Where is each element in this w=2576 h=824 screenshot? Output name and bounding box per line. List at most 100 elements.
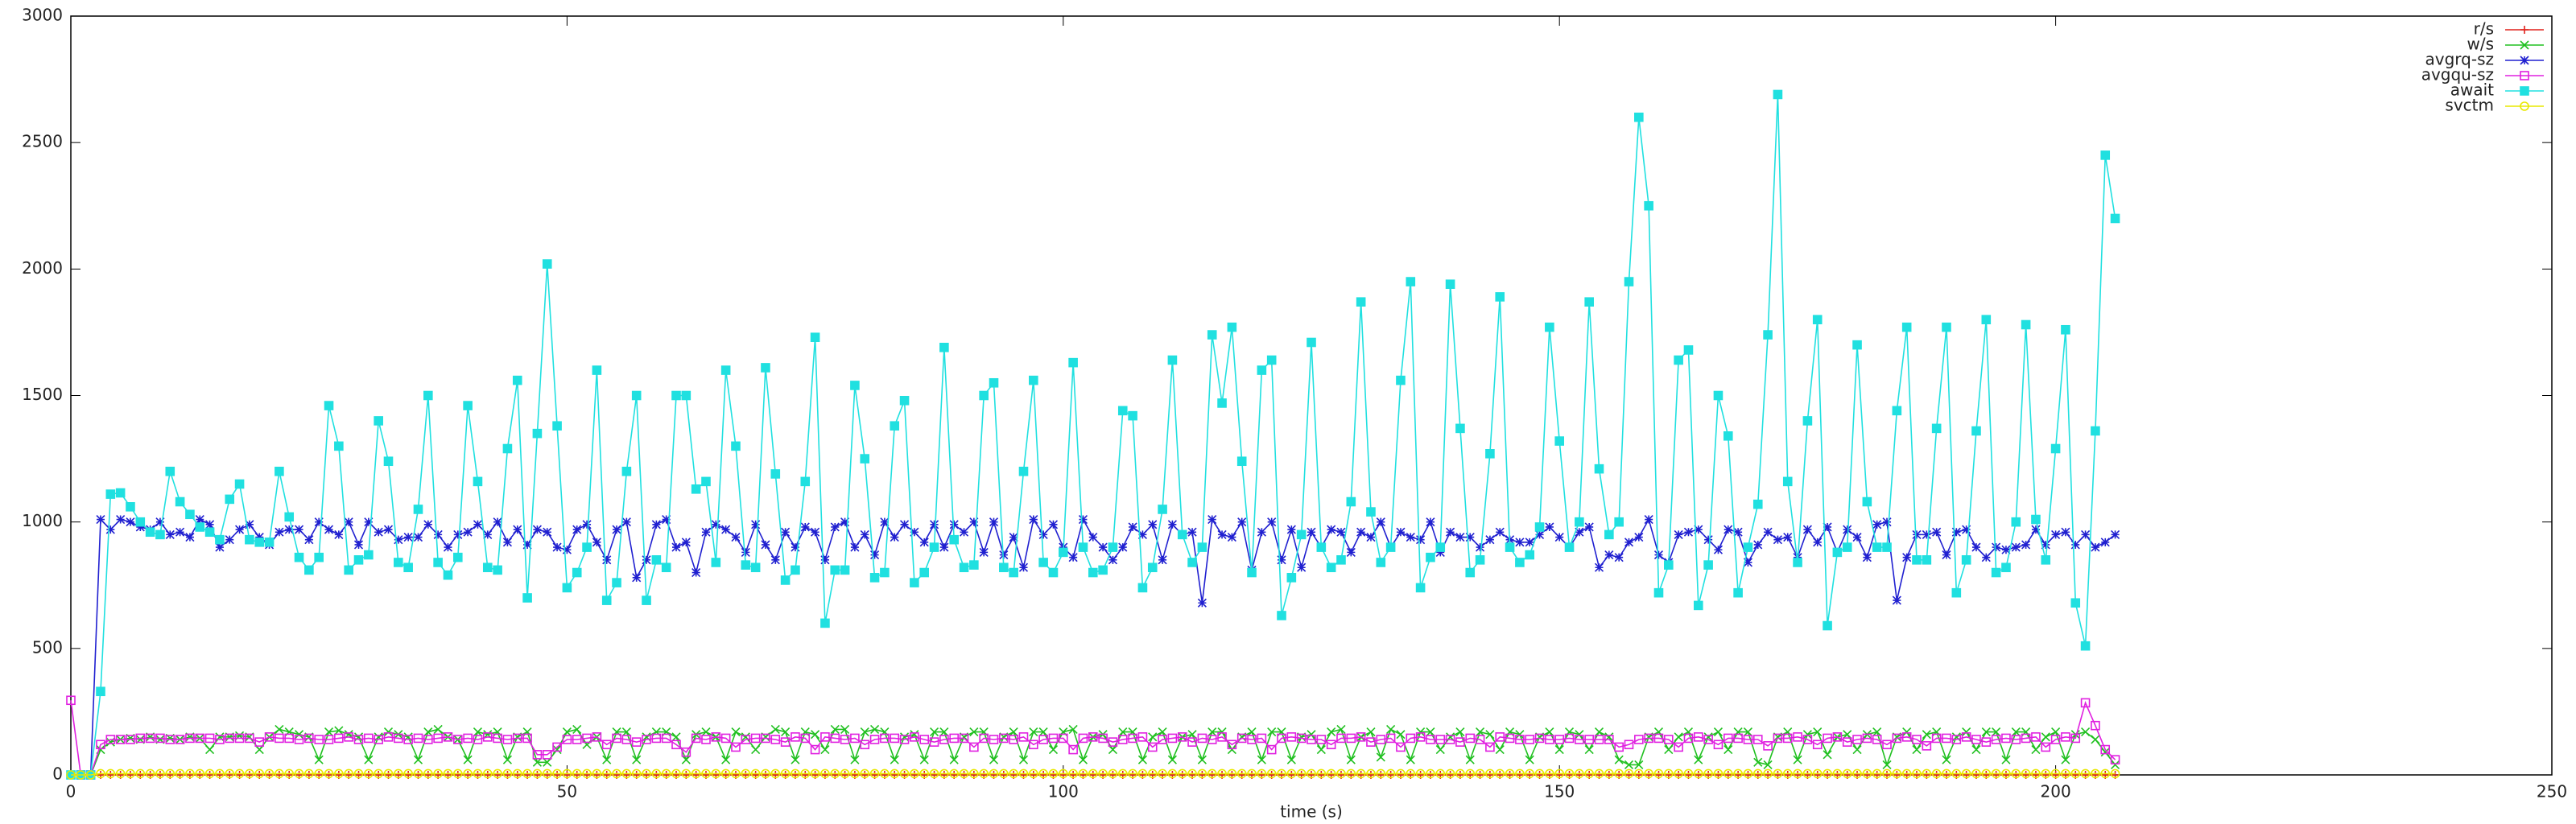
data-point bbox=[2031, 768, 2041, 779]
data-point bbox=[1653, 550, 1664, 560]
data-point bbox=[1634, 532, 1644, 542]
data-point bbox=[850, 755, 860, 764]
data-point bbox=[1614, 517, 1624, 527]
data-point bbox=[502, 735, 513, 744]
data-point bbox=[720, 733, 731, 744]
data-point bbox=[810, 768, 820, 779]
data-point bbox=[155, 733, 165, 744]
data-point bbox=[513, 525, 522, 534]
data-point bbox=[969, 742, 979, 752]
data-point bbox=[1594, 768, 1604, 779]
data-point bbox=[1247, 768, 1257, 779]
data-point bbox=[979, 547, 989, 557]
data-point bbox=[1088, 567, 1098, 578]
data-point bbox=[1038, 558, 1048, 567]
data-point bbox=[353, 735, 364, 744]
data-point bbox=[1773, 768, 1783, 779]
data-point bbox=[1137, 529, 1147, 539]
data-point bbox=[1059, 733, 1068, 744]
data-point bbox=[631, 768, 642, 779]
data-point bbox=[76, 770, 86, 780]
data-point bbox=[1793, 732, 1802, 742]
data-point bbox=[2041, 768, 2051, 779]
data-point bbox=[1137, 732, 1148, 742]
data-point bbox=[1426, 768, 1435, 779]
data-point bbox=[1009, 567, 1018, 578]
data-point bbox=[423, 390, 433, 401]
data-point bbox=[1187, 527, 1197, 537]
data-point bbox=[1018, 466, 1029, 476]
data-point bbox=[1912, 529, 1922, 539]
data-point bbox=[820, 555, 830, 565]
data-point bbox=[1912, 768, 1922, 779]
data-point bbox=[1763, 330, 1773, 340]
data-point bbox=[135, 522, 145, 532]
data-point bbox=[661, 733, 671, 744]
data-point bbox=[1455, 727, 1465, 737]
data-point bbox=[304, 535, 314, 545]
data-point bbox=[1843, 730, 1852, 740]
data-point bbox=[939, 727, 949, 737]
data-point bbox=[264, 538, 275, 547]
data-point bbox=[770, 469, 781, 479]
data-point bbox=[621, 768, 632, 779]
data-point bbox=[1713, 740, 1724, 750]
data-point bbox=[433, 529, 443, 539]
data-point bbox=[869, 768, 880, 779]
data-point bbox=[1385, 542, 1396, 552]
data-point bbox=[592, 732, 602, 742]
data-point bbox=[989, 517, 999, 527]
data-point bbox=[324, 735, 334, 744]
data-point bbox=[1812, 740, 1823, 750]
data-point bbox=[1316, 745, 1326, 755]
data-point bbox=[473, 735, 483, 744]
data-point bbox=[552, 745, 562, 755]
data-point bbox=[1991, 768, 2001, 779]
data-point bbox=[1029, 768, 1038, 779]
data-point bbox=[791, 732, 800, 742]
data-point bbox=[1296, 768, 1307, 779]
data-point bbox=[493, 768, 502, 779]
data-point bbox=[105, 525, 115, 534]
series-line bbox=[71, 94, 2116, 776]
data-point bbox=[1237, 517, 1247, 527]
data-point bbox=[493, 733, 502, 744]
data-point bbox=[1782, 733, 1793, 744]
data-point bbox=[1307, 735, 1316, 744]
data-point bbox=[899, 768, 910, 779]
data-point bbox=[245, 520, 254, 529]
data-point bbox=[979, 390, 989, 401]
data-point bbox=[1435, 745, 1445, 755]
data-point bbox=[741, 735, 751, 744]
data-point bbox=[344, 565, 353, 575]
data-point bbox=[2110, 768, 2120, 779]
data-point bbox=[929, 727, 939, 737]
data-point bbox=[1059, 547, 1068, 558]
data-point bbox=[1435, 542, 1446, 552]
data-point bbox=[1604, 735, 1614, 744]
data-point bbox=[1257, 365, 1267, 375]
data-point bbox=[1068, 768, 1078, 779]
data-point bbox=[1852, 340, 1862, 350]
data-point bbox=[135, 768, 146, 779]
data-point bbox=[2110, 213, 2120, 224]
data-point bbox=[671, 740, 681, 750]
data-point bbox=[1901, 322, 1912, 332]
data-point bbox=[1674, 355, 1683, 365]
data-point bbox=[1426, 517, 1435, 527]
data-point bbox=[1396, 768, 1406, 779]
data-point bbox=[413, 505, 423, 514]
data-point bbox=[2051, 727, 2061, 737]
data-point bbox=[1078, 542, 1088, 552]
data-point bbox=[1724, 745, 1733, 755]
data-point bbox=[711, 732, 721, 742]
data-point bbox=[592, 768, 602, 779]
data-point bbox=[1078, 755, 1088, 764]
data-point bbox=[245, 733, 254, 744]
data-point bbox=[1187, 737, 1197, 747]
data-point bbox=[443, 542, 453, 552]
data-point bbox=[502, 755, 512, 764]
data-point bbox=[1624, 277, 1634, 286]
data-point bbox=[334, 733, 344, 744]
